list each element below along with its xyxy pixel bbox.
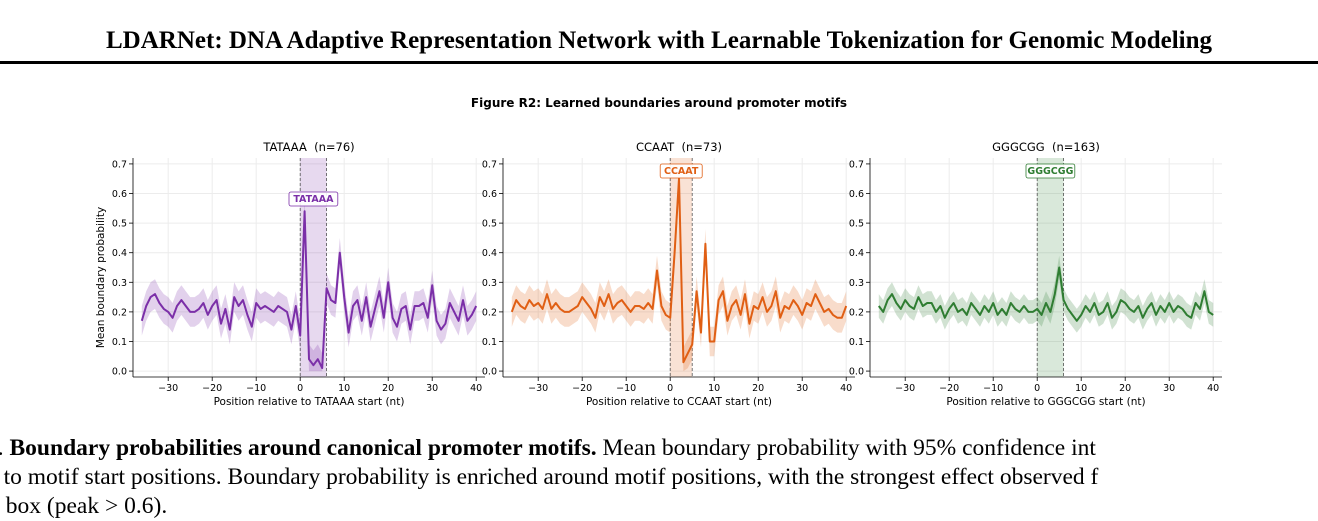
motif-label: TATAAA <box>293 194 334 205</box>
x-tick-label: 30 <box>426 383 438 394</box>
y-tick-label: 0.3 <box>482 278 497 289</box>
mean-line <box>877 266 1214 322</box>
x-tick-label: −30 <box>528 383 548 394</box>
x-tick-label: 10 <box>708 383 720 394</box>
y-tick-label: 0.5 <box>482 219 497 230</box>
motif-label-box <box>659 163 703 179</box>
x-axis-label: Position relative to CCAAT start (nt) <box>586 396 772 408</box>
y-tick-label: 0.0 <box>112 367 127 378</box>
x-tick-label: 10 <box>338 383 350 394</box>
x-tick-label: 20 <box>382 383 394 394</box>
caption-line1-rest: Mean boundary probability with 95% confi… <box>596 435 1096 461</box>
confidence-band <box>511 163 847 372</box>
x-tick-label: −10 <box>246 383 266 394</box>
y-tick-label: 0.5 <box>849 219 864 230</box>
y-tick-label: 0.5 <box>112 219 127 230</box>
y-tick-label: 0.3 <box>112 278 127 289</box>
y-tick-label: 0.4 <box>849 248 864 259</box>
y-axis-label: Mean boundary probability <box>95 207 107 348</box>
y-tick-label: 0.7 <box>849 159 864 170</box>
x-tick-label: −10 <box>616 383 636 394</box>
x-tick-label: −10 <box>983 383 1003 394</box>
y-tick-label: 0.7 <box>482 159 497 170</box>
paper-title: LDARNet: DNA Adaptive Representation Net… <box>106 27 1212 54</box>
y-tick-label: 0.4 <box>482 248 497 259</box>
title-rule <box>0 61 1318 64</box>
y-tick-label: 0.1 <box>112 337 127 348</box>
y-tick-label: 0.6 <box>482 189 497 200</box>
figure-r2: Figure R2: Learned boundaries around pro… <box>95 96 1222 408</box>
confidence-band <box>878 255 1214 333</box>
x-tick-label: 0 <box>1034 383 1040 394</box>
caption-line-2: d to motif start positions. Boundary pro… <box>0 464 1099 490</box>
x-tick-label: 30 <box>796 383 808 394</box>
x-axis-label: Position relative to TATAAA start (nt) <box>214 396 405 408</box>
chart-panel: −30 −20 −10 0 10 20 30 40 0.0 0.1 0.2 0.3 0.4 0.5 0.6 0… <box>482 140 855 408</box>
y-tick-label: 0.6 <box>849 189 864 200</box>
x-tick-label: 10 <box>1075 383 1087 394</box>
panel-title: TATAAA (n=76) <box>262 140 354 154</box>
y-tick-label: 0.0 <box>482 367 497 378</box>
chart-panel: −30 −20 −10 0 10 20 30 40 0.0 0.1 0.2 0.3 0.4 0.5 0.6 0… <box>849 140 1222 408</box>
x-tick-label: 30 <box>1163 383 1175 394</box>
mean-line <box>510 177 848 364</box>
x-tick-label: 20 <box>752 383 764 394</box>
panel-title: GGGCGG (n=163) <box>992 140 1100 154</box>
x-tick-label: 0 <box>667 383 673 394</box>
x-tick-label: −30 <box>158 383 178 394</box>
chart-panel: −30 −20 −10 0 10 20 30 40 0.0 0.1 0.2 0.3 0.4 0.5 0.6 0… <box>95 140 485 408</box>
caption-line-3: T box (peak > 0.6). <box>0 493 168 519</box>
y-tick-label: 0.2 <box>112 307 127 318</box>
caption-line-1: 2. Boundary probabilities around canonic… <box>0 434 1318 463</box>
y-tick-label: 0.0 <box>849 367 864 378</box>
motif-label: CCAAT <box>664 166 699 177</box>
chart-panels: −30 −20 −10 0 10 20 30 400.00.10.20.30.40.50.60… <box>95 140 1222 408</box>
x-axis-label: Position relative to GGGCGG start (nt) <box>946 396 1145 408</box>
x-tick-label: 0 <box>297 383 303 394</box>
y-tick-label: 0.2 <box>849 307 864 318</box>
x-tick-label: −20 <box>202 383 222 394</box>
y-tick-label: 0.6 <box>112 189 127 200</box>
panel-title: CCAAT (n=73) <box>636 140 722 154</box>
caption-bold: Boundary probabilities around canonical … <box>9 435 597 461</box>
y-tick-label: 0.2 <box>482 307 497 318</box>
motif-label-box <box>1025 163 1076 179</box>
x-tick-label: 20 <box>1119 383 1131 394</box>
y-tick-label: 0.3 <box>849 278 864 289</box>
figure-title: Figure R2: Learned boundaries around pro… <box>471 96 847 110</box>
x-tick-label: 40 <box>1207 383 1219 394</box>
x-tick-label: −30 <box>895 383 915 394</box>
y-tick-label: 0.1 <box>849 337 864 348</box>
x-tick-label: 40 <box>840 383 852 394</box>
motif-label-box <box>288 191 339 207</box>
y-tick-label: 0.4 <box>112 248 127 259</box>
figure-caption: 2. Boundary probabilities around canonic… <box>0 434 1318 521</box>
mean-line <box>140 210 478 370</box>
x-tick-label: −20 <box>572 383 592 394</box>
confidence-band <box>141 196 477 372</box>
y-tick-label: 0.7 <box>112 159 127 170</box>
caption-prefix: 2. <box>0 435 10 461</box>
x-tick-label: −20 <box>939 383 959 394</box>
motif-label: GGGCGG <box>1027 166 1073 177</box>
y-tick-label: 0.1 <box>482 337 497 348</box>
x-tick-label: 40 <box>470 383 482 394</box>
